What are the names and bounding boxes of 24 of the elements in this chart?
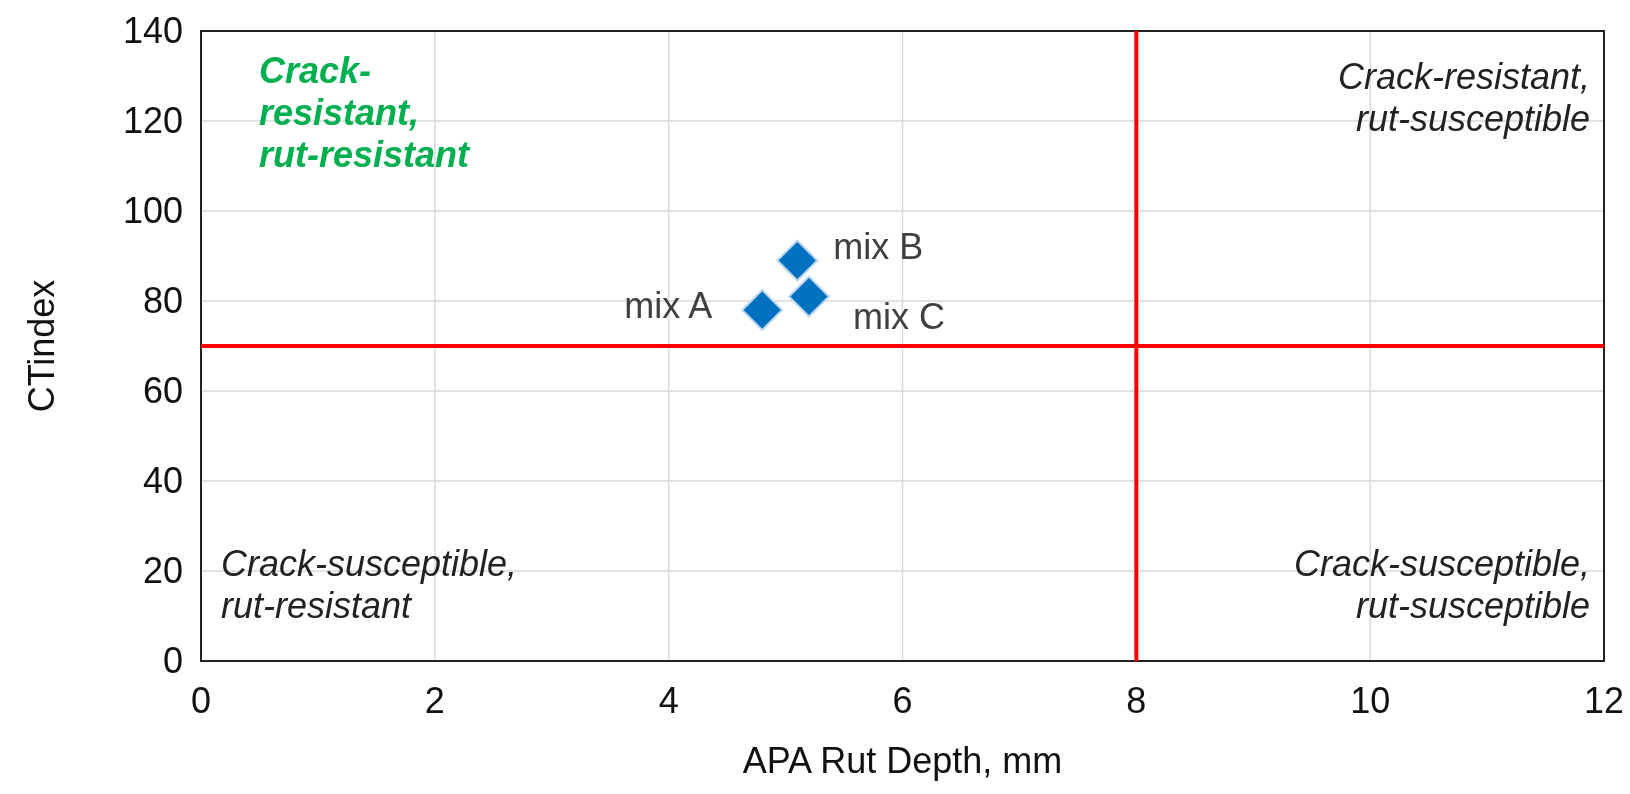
x-tick-label: 12	[1583, 680, 1625, 721]
annotation: mix A	[624, 285, 713, 326]
x-tick-label: 10	[1350, 680, 1391, 721]
y-tick-label: 0	[162, 640, 183, 681]
x-tick-label: 2	[424, 680, 445, 721]
x-tick-label: 4	[658, 680, 679, 721]
y-tick-label: 140	[122, 10, 183, 51]
x-tick-label: 8	[1126, 680, 1147, 721]
annotation: Crack- resistant, rut-resistant	[259, 50, 472, 175]
y-tick-label: 60	[142, 370, 183, 411]
y-tick-label: 100	[122, 190, 183, 231]
annotation: Crack-susceptible, rut-resistant	[221, 543, 518, 626]
y-tick-label: 20	[142, 550, 183, 591]
y-tick-label: 120	[122, 100, 183, 141]
x-tick-label: 0	[190, 680, 212, 721]
x-tick-label: 6	[892, 680, 913, 721]
annotation: mix C	[852, 295, 945, 337]
x-axis-title: APA Rut Depth, mm	[742, 740, 1063, 781]
annotation: Crack-resistant, rut-susceptible	[1337, 56, 1590, 139]
annotation: Crack-susceptible, rut-susceptible	[1293, 543, 1590, 626]
annotation: mix B	[833, 225, 924, 267]
y-tick-label: 40	[142, 460, 183, 501]
y-tick-label: 80	[142, 280, 183, 321]
y-axis-title: CTindex	[21, 279, 62, 413]
